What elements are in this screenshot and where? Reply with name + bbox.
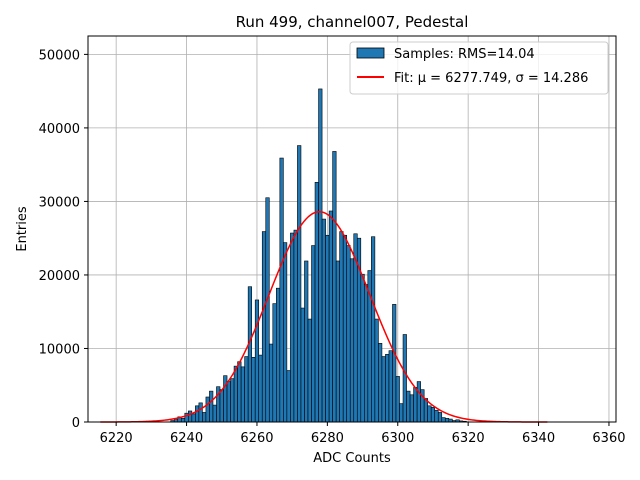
histogram-bar: [321, 218, 326, 423]
histogram-bar: [434, 409, 439, 423]
histogram-bar: [279, 157, 284, 423]
histogram-bar: [293, 229, 298, 423]
histogram-bar: [325, 234, 330, 423]
histogram-bar: [346, 245, 351, 423]
x-tick-label: 6300: [381, 431, 414, 446]
histogram-bar: [444, 418, 450, 423]
y-tick-label: 30000: [39, 195, 80, 210]
histogram-bar: [385, 354, 390, 423]
histogram-bars: [170, 88, 467, 423]
histogram-bar: [342, 234, 348, 423]
histogram-bar: [283, 242, 288, 423]
histogram-bar: [226, 381, 231, 423]
histogram-bar: [205, 396, 210, 423]
x-tick-label: 6220: [100, 431, 133, 446]
x-axis-ticks: 6220 6240 6260 6280 6300 6320 6340 6360: [100, 422, 626, 446]
histogram-bar: [371, 236, 376, 423]
x-tick-label: 6340: [522, 431, 555, 446]
histogram-bar: [406, 390, 411, 423]
histogram-bar: [240, 366, 245, 423]
histogram-bar: [395, 376, 400, 423]
histogram-bar: [244, 356, 249, 423]
histogram-bar: [297, 145, 302, 423]
histogram-bar: [402, 334, 407, 423]
chart-title: Run 499, channel007, Pedestal: [236, 13, 469, 31]
histogram-bar: [258, 354, 263, 423]
legend-label-samples: Samples: RMS=14.04: [394, 47, 535, 62]
histogram-bar: [381, 356, 386, 423]
y-tick-label: 0: [72, 416, 80, 431]
histogram-bar: [374, 318, 379, 423]
histogram-bar: [318, 88, 323, 423]
histogram-bar: [209, 390, 214, 423]
legend-box: [349, 41, 609, 95]
histogram-bar: [191, 413, 196, 423]
histogram-bar: [364, 284, 369, 423]
histogram-bar: [276, 287, 281, 423]
histogram-bar: [437, 412, 443, 423]
x-tick-label: 6280: [311, 431, 344, 446]
histogram-bar: [328, 210, 333, 423]
histogram-bar: [332, 151, 337, 423]
histogram-bar: [265, 197, 270, 423]
y-axis-ticks: 0 10000 20000 30000 40000 50000: [39, 48, 88, 431]
histogram-bar: [413, 387, 418, 423]
histogram-bar: [307, 318, 312, 423]
histogram-bar: [180, 418, 186, 423]
histogram-bar: [388, 350, 393, 423]
plot-frame: [87, 35, 617, 423]
histogram-bar: [335, 260, 340, 423]
y-axis-label: Entries: [15, 206, 30, 252]
histogram-bar: [300, 307, 305, 423]
histogram-bar: [423, 398, 428, 423]
histogram-bar: [286, 370, 291, 423]
histogram-bar: [198, 402, 203, 423]
histogram-bar: [195, 405, 200, 423]
histogram-bar: [409, 394, 414, 423]
x-tick-label: 6240: [170, 431, 203, 446]
histogram-bar: [212, 404, 217, 423]
histogram-bar: [268, 343, 274, 423]
histogram-bar: [261, 231, 267, 423]
x-tick-label: 6260: [240, 431, 273, 446]
histogram-bar: [360, 273, 365, 423]
y-tick-label: 20000: [39, 269, 80, 284]
y-tick-label: 50000: [39, 48, 80, 63]
histogram-bar: [304, 260, 309, 423]
histogram-bar: [230, 378, 235, 423]
histogram-bar: [311, 245, 316, 423]
histogram-bar: [219, 389, 224, 423]
y-tick-label: 10000: [39, 342, 80, 357]
histogram-bar: [251, 356, 256, 423]
x-tick-label: 6320: [452, 431, 485, 446]
y-tick-label: 40000: [39, 122, 80, 137]
histogram-bar: [392, 304, 397, 423]
histogram-bar: [233, 365, 238, 423]
histogram-bar: [427, 405, 432, 423]
x-tick-label: 6360: [592, 431, 625, 446]
legend-label-fit: Fit: μ = 6277.749, σ = 14.286: [394, 71, 588, 86]
histogram-bar: [378, 343, 383, 423]
histogram-bar: [416, 381, 421, 423]
histogram-bar: [314, 182, 319, 423]
histogram-bar: [237, 361, 242, 423]
legend-swatch-samples: [356, 47, 385, 59]
histogram-bar: [272, 303, 277, 423]
histogram-bar: [441, 417, 446, 423]
histogram-bar: [254, 299, 260, 423]
x-axis-label: ADC Counts: [313, 451, 391, 466]
histogram-bar: [247, 286, 252, 423]
histogram-bar: [349, 258, 355, 423]
histogram-bar: [430, 406, 436, 423]
legend: Samples: RMS=14.04 Fit: μ = 6277.749, σ …: [349, 41, 609, 95]
histogram-bar: [202, 412, 207, 423]
histogram-bar: [188, 410, 193, 423]
gaussian-fit-curve: [100, 210, 548, 423]
histogram-bar: [339, 231, 344, 423]
histogram-bar: [399, 403, 404, 423]
histogram-bar: [290, 232, 295, 423]
